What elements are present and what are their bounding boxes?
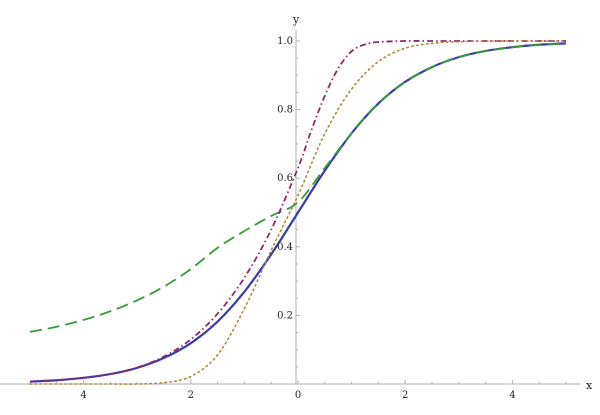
y-tick-label: 0.8 (277, 105, 293, 116)
series-layer (29, 40, 567, 385)
x-tick-label: 4 (80, 390, 86, 401)
series-line-dashdot (29, 40, 566, 383)
y-ticks: 0.2 0.4 0.6 0.8 1.0 (277, 36, 300, 368)
x-tick-label: 2 (402, 390, 408, 401)
x-tick-label: 4 (509, 390, 515, 401)
y-tick-label: 1.0 (277, 36, 293, 47)
x-ticks: 4 2 0 2 4 (29, 380, 567, 401)
y-tick-label: 0.2 (277, 310, 293, 321)
x-tick-label: 0 (295, 390, 301, 401)
x-tick-label: 2 (188, 390, 194, 401)
series-line-solid (29, 42, 567, 383)
y-axis-label: y (292, 13, 300, 26)
y-tick-label: 0.6 (277, 173, 293, 184)
series-line-dotted (29, 40, 567, 385)
axes: 4 2 0 2 4 0.2 0.4 0.6 0.8 1.0 x y (0, 13, 593, 401)
series-line-dashed (29, 42, 567, 333)
y-tick-label: 0.4 (277, 242, 293, 253)
x-axis-label: x (586, 379, 593, 392)
